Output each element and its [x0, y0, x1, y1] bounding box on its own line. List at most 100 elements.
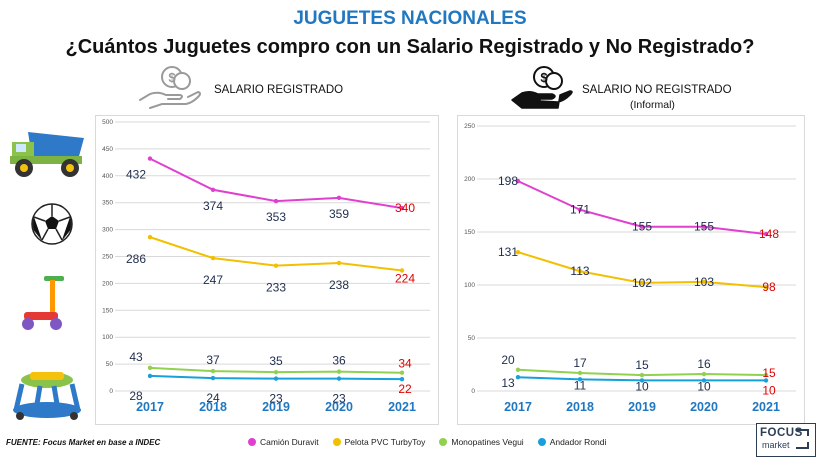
y-tick-label: 400 — [102, 173, 113, 180]
legend-swatch — [332, 438, 341, 446]
data-point — [515, 178, 521, 184]
data-label: 224 — [395, 271, 415, 285]
data-point — [701, 371, 707, 377]
data-point — [515, 367, 521, 372]
data-point — [210, 368, 216, 374]
data-point — [336, 195, 342, 201]
legend-label: Pelota PVC TurbyToy — [344, 437, 426, 447]
x-tick-label: 2019 — [628, 400, 656, 414]
data-point — [577, 370, 583, 376]
scooter-icon — [22, 276, 64, 330]
y-tick-label: 250 — [102, 254, 113, 261]
data-label: 10 — [635, 379, 649, 393]
data-point — [763, 284, 769, 290]
data-label: 10 — [697, 379, 711, 393]
x-tick-label: 2021 — [752, 400, 780, 414]
data-label: 34 — [398, 357, 412, 371]
legend-swatch — [439, 438, 448, 446]
data-label: 155 — [632, 220, 652, 234]
x-tick-label: 2019 — [262, 400, 290, 414]
data-label: 15 — [635, 358, 649, 372]
source-note: FUENTE: Focus Market en base a INDEC — [6, 438, 161, 447]
x-tick-label: 2018 — [199, 400, 227, 414]
y-tick-label: 350 — [102, 200, 113, 207]
dump-truck-icon — [10, 132, 84, 177]
y-tick-label: 100 — [464, 282, 475, 289]
data-point — [515, 375, 521, 380]
data-point — [701, 378, 707, 383]
data-point — [399, 205, 405, 211]
data-label: 102 — [632, 276, 652, 290]
data-label: 359 — [329, 207, 349, 221]
data-point — [639, 378, 645, 383]
data-point — [639, 224, 645, 229]
y-tick-label: 0 — [109, 388, 113, 395]
y-tick-label: 300 — [102, 227, 113, 234]
right-chart-frame — [457, 115, 805, 425]
data-point — [147, 234, 153, 240]
data-label: 233 — [266, 281, 286, 295]
right-panel-sublabel: (Informal) — [630, 99, 675, 111]
data-point — [399, 376, 405, 382]
svg-text:$: $ — [540, 70, 548, 85]
data-label: 35 — [269, 354, 283, 368]
data-point — [515, 249, 521, 255]
data-point — [577, 207, 583, 212]
data-point — [701, 224, 707, 229]
legend-item: Monopatines Vegui — [439, 437, 524, 447]
data-label: 24 — [206, 391, 220, 405]
data-label: 23 — [269, 392, 283, 406]
data-label: 11 — [574, 378, 587, 392]
data-point — [399, 268, 405, 273]
data-label: 148 — [759, 227, 779, 241]
page-title: JUGUETES NACIONALES — [293, 8, 527, 29]
data-point — [147, 373, 153, 379]
data-label: 198 — [498, 174, 518, 188]
y-tick-label: 50 — [106, 361, 114, 368]
data-label: 247 — [203, 273, 223, 287]
data-point — [273, 376, 279, 381]
data-label: 20 — [501, 353, 515, 367]
legend-swatch — [248, 438, 256, 446]
data-point — [763, 378, 769, 383]
y-tick-label: 150 — [102, 307, 113, 314]
data-point — [763, 231, 769, 237]
data-label: 238 — [329, 278, 349, 292]
data-point — [273, 369, 279, 375]
logo-focus-text: FOCUS — [760, 427, 803, 439]
focus-market-logo — [756, 423, 816, 457]
data-label: 131 — [498, 245, 518, 259]
page-subtitle: ¿Cuántos Juguetes compro con un Salario … — [65, 36, 755, 58]
legend-item: Pelota PVC TurbyToy — [332, 437, 426, 447]
legend-label: Monopatines Vegui — [451, 437, 524, 447]
data-label: 10 — [762, 383, 776, 397]
data-label: 353 — [266, 210, 286, 224]
x-tick-label: 2017 — [136, 400, 164, 414]
svg-text:$: $ — [168, 70, 176, 85]
left-panel-label: SALARIO REGISTRADO — [214, 84, 344, 96]
data-point — [639, 372, 645, 378]
data-point — [639, 280, 645, 286]
x-tick-label: 2021 — [388, 400, 416, 414]
y-tick-label: 50 — [468, 335, 476, 342]
data-point — [336, 260, 342, 266]
legend-item: Camión Duravit — [248, 437, 319, 447]
x-tick-label: 2020 — [325, 400, 353, 414]
data-point — [210, 255, 216, 261]
soccer-ball-icon — [31, 203, 73, 245]
y-tick-label: 100 — [102, 334, 113, 341]
y-tick-label: 200 — [102, 280, 113, 287]
data-label: 23 — [332, 392, 346, 406]
data-label: 155 — [694, 220, 714, 234]
data-point — [210, 187, 216, 192]
data-point — [147, 156, 153, 161]
data-point — [147, 365, 153, 371]
data-point — [577, 377, 583, 382]
data-label: 22 — [398, 382, 412, 396]
x-tick-label: 2020 — [690, 400, 718, 414]
data-label: 113 — [570, 264, 589, 278]
y-tick-label: 150 — [464, 229, 475, 236]
hand-coins-filled-icon: $ — [511, 66, 573, 109]
data-label: 43 — [129, 350, 143, 364]
